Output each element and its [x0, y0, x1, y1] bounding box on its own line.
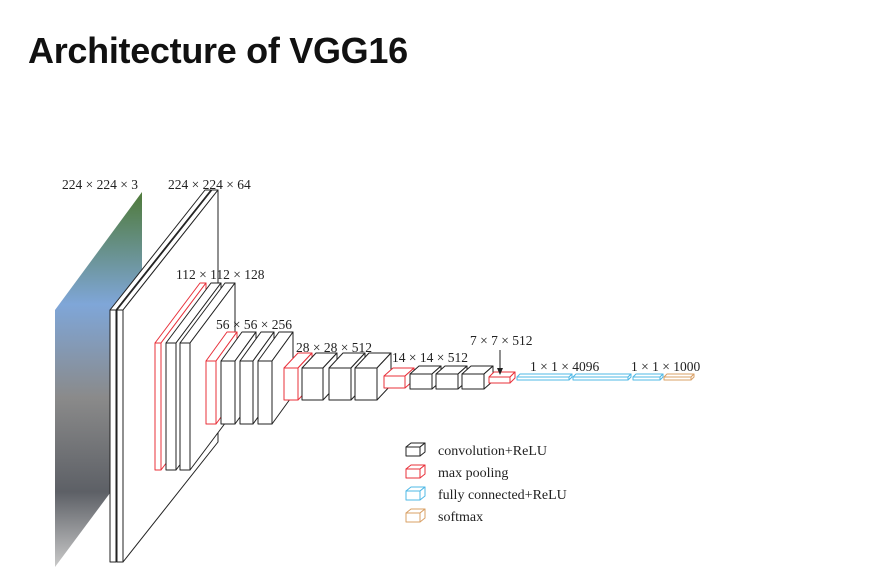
legend-label: fully connected+ReLU — [438, 488, 567, 503]
label-pool5: 7 × 7 × 512 — [470, 333, 532, 348]
conv-layer — [257, 331, 294, 425]
fc-layer — [572, 373, 632, 381]
pool-legend-icon — [405, 464, 426, 479]
legend-item-fc: fully connected+ReLU — [405, 486, 567, 503]
fc-layer — [632, 373, 664, 381]
pool5-arrow — [497, 350, 503, 375]
page-title: Architecture of VGG16 — [28, 30, 408, 71]
legend-item-softmax: softmax — [405, 508, 483, 525]
label-conv1: 224 × 224 × 64 — [168, 177, 251, 192]
softmax-layer — [663, 373, 695, 381]
legend-label: softmax — [438, 510, 483, 525]
layer-blocks — [109, 189, 695, 563]
softmax-legend-icon — [405, 508, 426, 523]
fc-legend-icon — [405, 486, 426, 501]
label-fc: 1 × 1 × 4096 — [530, 359, 599, 374]
pool-layer — [488, 371, 516, 384]
conv-layer — [409, 365, 442, 390]
legend-label: convolution+ReLU — [438, 444, 547, 459]
label-conv4: 28 × 28 × 512 — [296, 340, 372, 355]
label-conv3: 56 × 56 × 256 — [216, 317, 292, 332]
legend-item-pool: max pooling — [405, 464, 508, 481]
label-conv2: 112 × 112 × 128 — [176, 267, 265, 282]
label-conv5: 14 × 14 × 512 — [392, 350, 468, 365]
legend-item-conv: convolution+ReLU — [405, 442, 547, 459]
legend-label: max pooling — [438, 466, 508, 481]
label-input: 224 × 224 × 3 — [62, 177, 138, 192]
legend: convolution+ReLU max pooling fully conne… — [405, 442, 567, 525]
fc-layer — [516, 373, 573, 381]
label-output: 1 × 1 × 1000 — [631, 359, 700, 374]
conv-legend-icon — [405, 442, 426, 457]
conv-layer — [461, 365, 494, 390]
